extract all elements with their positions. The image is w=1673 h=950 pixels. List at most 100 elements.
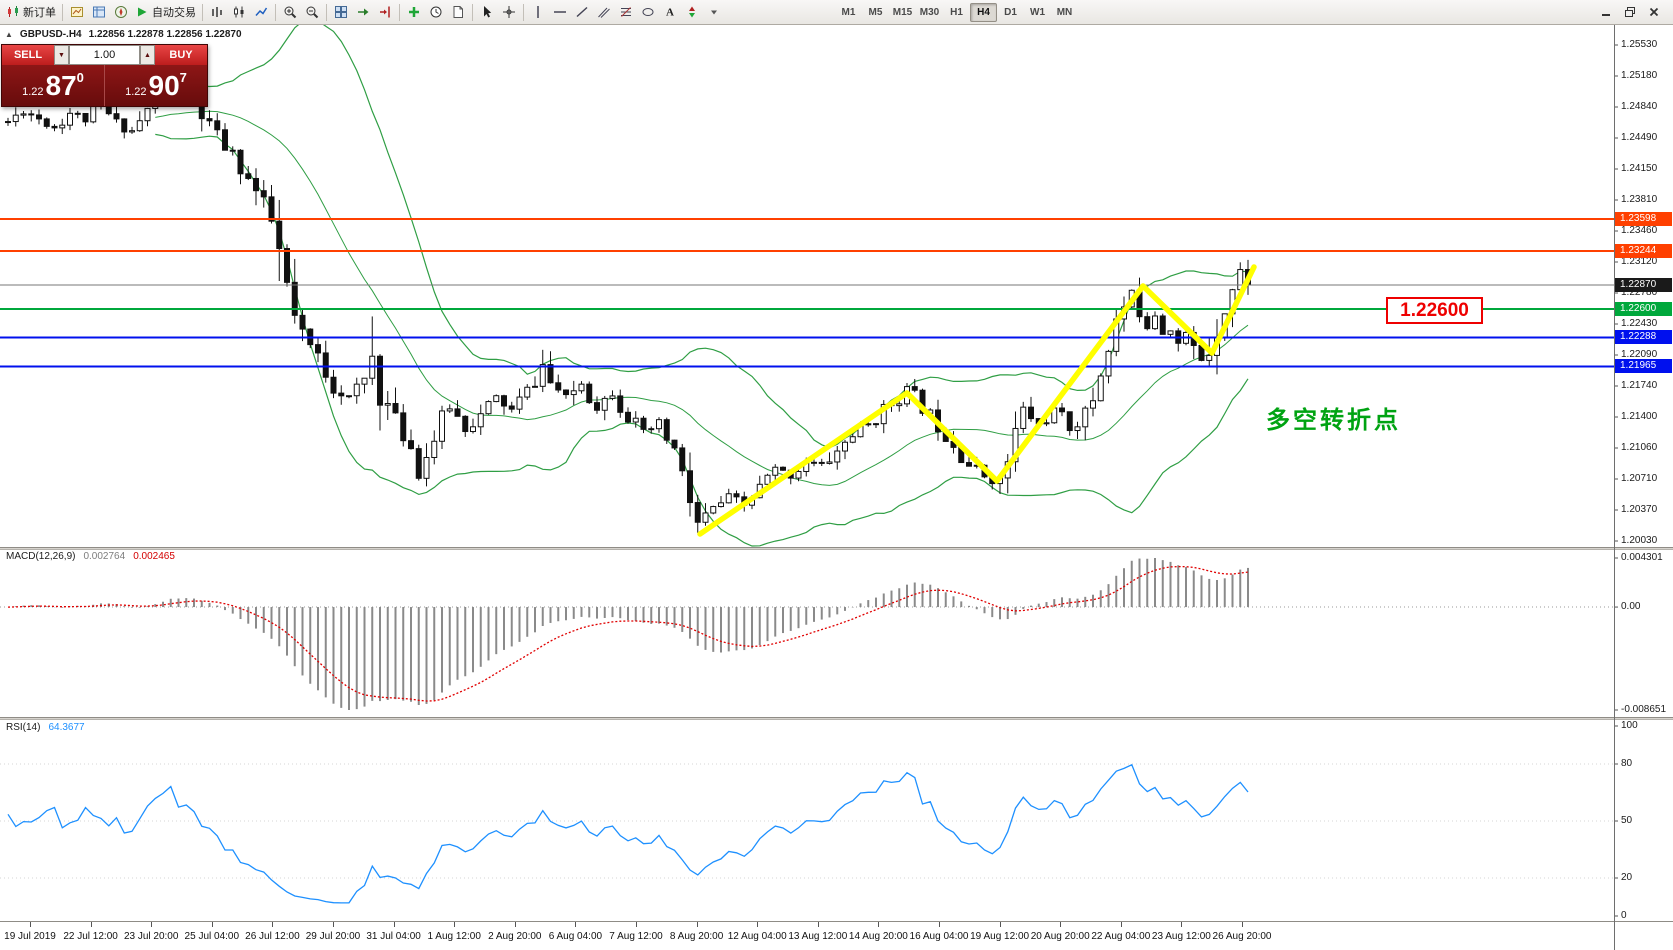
navigator-button[interactable] bbox=[110, 2, 132, 23]
time-tick bbox=[454, 922, 456, 927]
zoom-out-button[interactable] bbox=[301, 2, 323, 23]
time-tick bbox=[939, 922, 940, 927]
timeframe-button-h1[interactable]: H1 bbox=[950, 6, 963, 18]
time-tick bbox=[696, 922, 698, 927]
indicators-icon bbox=[409, 7, 419, 17]
line-chart-button[interactable] bbox=[250, 2, 272, 23]
minimize-icon bbox=[1602, 14, 1610, 16]
macd-value-signal: 0.002465 bbox=[133, 551, 175, 562]
time-tick-label: 20 Aug 20:00 bbox=[1030, 931, 1090, 942]
toolbar-separator bbox=[275, 3, 276, 21]
toolbar-separator bbox=[326, 3, 327, 21]
candlestick-chart-icon bbox=[234, 6, 244, 18]
autotrading-button[interactable]: 自动交易 bbox=[132, 2, 199, 23]
sell-price[interactable]: 1.22 87 0 bbox=[2, 65, 104, 106]
timeframe-button-m30[interactable]: M30 bbox=[919, 6, 940, 18]
buy-price-sup: 7 bbox=[179, 70, 187, 85]
indicators-button[interactable] bbox=[403, 2, 425, 23]
vertical-line-button[interactable] bbox=[527, 2, 549, 23]
chevron-down-icon bbox=[711, 10, 717, 15]
cursor-button[interactable] bbox=[476, 2, 498, 23]
crosshair-button[interactable] bbox=[498, 2, 520, 23]
axis-tick-label: 1.22430 bbox=[1621, 317, 1658, 329]
triangle-down-icon: ▼ bbox=[58, 51, 65, 59]
bollinger-lower-band[interactable] bbox=[155, 133, 1249, 547]
price-divider bbox=[104, 65, 105, 106]
axis-tick-label: 1.25530 bbox=[1621, 38, 1658, 50]
buy-price[interactable]: 1.22 90 7 bbox=[105, 65, 207, 106]
candlestick-chart-button[interactable] bbox=[228, 2, 250, 23]
arrows-button[interactable] bbox=[681, 2, 703, 23]
bollinger-upper-band[interactable] bbox=[155, 19, 1249, 449]
trendline-icon bbox=[576, 6, 588, 18]
triangle-up-icon: ▲ bbox=[144, 51, 151, 59]
horizontal-line-button[interactable] bbox=[549, 2, 571, 23]
shapes-button[interactable] bbox=[637, 2, 659, 23]
chart-shift-icon bbox=[380, 6, 390, 18]
more-tools-button[interactable] bbox=[703, 2, 725, 23]
templates-button[interactable] bbox=[447, 2, 469, 23]
lot-increase-button[interactable]: ▲ bbox=[140, 45, 155, 65]
trend-zigzag-line[interactable] bbox=[697, 264, 1257, 537]
sell-button[interactable]: SELL bbox=[2, 45, 54, 65]
time-tick-label: 22 Aug 04:00 bbox=[1091, 931, 1151, 942]
time-tick-label: 23 Aug 12:00 bbox=[1151, 931, 1211, 942]
buy-button[interactable]: BUY bbox=[155, 45, 207, 65]
sell-price-main: 87 bbox=[45, 69, 77, 101]
timeframe-button-m5[interactable]: M5 bbox=[868, 6, 883, 18]
zoom-in-icon bbox=[284, 6, 297, 19]
timeframe-button-mn[interactable]: MN bbox=[1056, 6, 1073, 18]
time-axis[interactable]: 19 Jul 2019 22 Jul 12:00 23 Jul 20:00 25 Ju… bbox=[0, 922, 1614, 950]
one-click-toggle-icon[interactable]: ▲ bbox=[5, 30, 13, 39]
line-chart-icon bbox=[255, 7, 268, 16]
time-tick-label: 13 Aug 12:00 bbox=[788, 931, 848, 942]
zoom-in-button[interactable] bbox=[279, 2, 301, 23]
time-axis-separator bbox=[0, 921, 1673, 922]
time-tick-label: 6 Aug 04:00 bbox=[548, 931, 603, 942]
chart-shift-button[interactable] bbox=[374, 2, 396, 23]
timeframe-button-d1[interactable]: D1 bbox=[1004, 6, 1017, 18]
time-tick bbox=[878, 922, 880, 927]
lot-decrease-button[interactable]: ▼ bbox=[54, 45, 69, 65]
lot-size-input[interactable] bbox=[69, 45, 140, 65]
bollinger-middle-band[interactable] bbox=[155, 110, 1249, 486]
macd-panel-separator[interactable] bbox=[0, 547, 1673, 550]
tile-windows-button[interactable] bbox=[330, 2, 352, 23]
trendline-button[interactable] bbox=[571, 2, 593, 23]
axis-tick-label: 1.21400 bbox=[1621, 410, 1658, 422]
timeframe-button-w1[interactable]: W1 bbox=[1030, 6, 1045, 18]
new-order-button[interactable]: 新订单 bbox=[3, 2, 59, 23]
restore-window-button[interactable] bbox=[1619, 2, 1641, 23]
axis-tick-label: 1.22090 bbox=[1621, 348, 1658, 360]
axis-tick-label: 1.23120 bbox=[1621, 255, 1658, 267]
price-axis[interactable]: 1.25530 1.25180 1.24840 1.24490 1.24150 1.238… bbox=[1615, 0, 1673, 950]
time-tick bbox=[211, 922, 213, 927]
bar-chart-button[interactable] bbox=[206, 2, 228, 23]
axis-tick-label: 1.20030 bbox=[1621, 534, 1658, 546]
time-tick-label: 19 Aug 12:00 bbox=[970, 931, 1030, 942]
rsi-panel-separator[interactable] bbox=[0, 717, 1673, 720]
minimize-window-button[interactable] bbox=[1595, 2, 1617, 23]
channel-button[interactable] bbox=[593, 2, 615, 23]
time-tick bbox=[333, 922, 334, 927]
price-callout-box[interactable]: 1.22600 bbox=[1386, 297, 1483, 324]
time-tick-label: 14 Aug 20:00 bbox=[848, 931, 908, 942]
timeframe-button-m15[interactable]: M15 bbox=[892, 6, 913, 18]
market-watch-icon bbox=[93, 6, 105, 18]
close-window-button[interactable] bbox=[1643, 2, 1665, 23]
axis-tick-label: 1.25180 bbox=[1621, 69, 1658, 81]
turning-point-annotation[interactable]: 多空转折点 bbox=[1266, 407, 1401, 434]
market-watch-button[interactable] bbox=[88, 2, 110, 23]
auto-scroll-button[interactable] bbox=[352, 2, 374, 23]
time-tick bbox=[999, 922, 1001, 927]
time-tick bbox=[30, 922, 31, 927]
timeframe-button-m1[interactable]: M1 bbox=[841, 6, 856, 18]
timeframe-button-h4[interactable]: H4 bbox=[970, 2, 997, 22]
text-button[interactable]: A bbox=[659, 2, 681, 23]
chart-window-button[interactable] bbox=[66, 2, 88, 23]
autotrading-icon bbox=[138, 7, 147, 17]
periods-button[interactable] bbox=[425, 2, 447, 23]
fibonacci-button[interactable] bbox=[615, 2, 637, 23]
axis-tick-label: 50 bbox=[1621, 814, 1633, 826]
